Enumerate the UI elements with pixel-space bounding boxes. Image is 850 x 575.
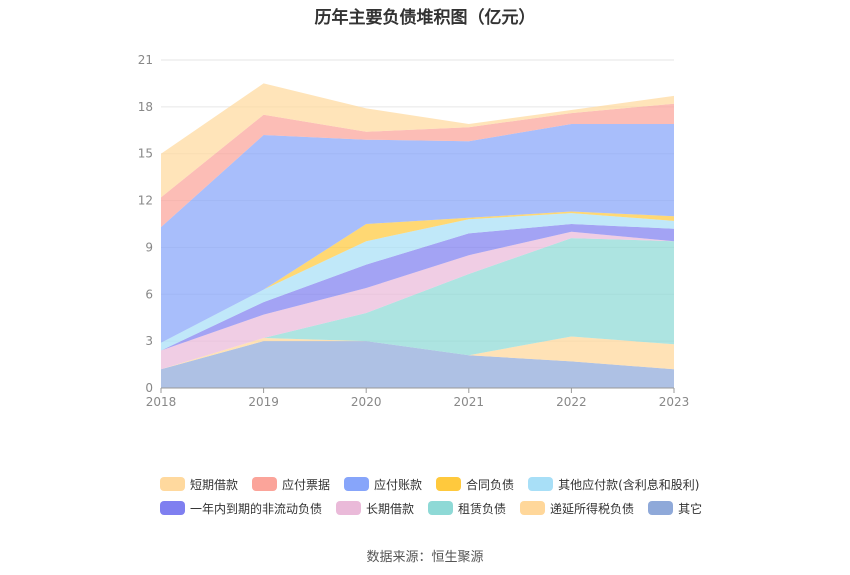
y-tick-label: 9 [145,240,153,254]
y-tick-label: 3 [145,334,153,348]
y-tick-label: 6 [145,287,153,301]
legend-label: 合同负债 [466,477,515,492]
area-series-9 [161,83,674,198]
area-series-8 [161,103,674,228]
legend-item[interactable]: 应付票据 [252,476,330,493]
x-tick-label: 2021 [454,395,485,409]
legend-item[interactable]: 长期借款 [336,500,414,517]
area-series-2 [161,238,674,370]
legend-label: 应付账款 [374,477,423,492]
x-tick-label: 2022 [556,395,587,409]
legend-swatch [528,477,554,491]
legend-swatch [428,501,454,515]
legend-item[interactable]: 递延所得税负债 [520,500,634,517]
legend-label: 递延所得税负债 [550,501,635,516]
x-tick-label: 2023 [659,395,690,409]
chart-legend: 短期借款 应付票据 应付账款 合同负债 其他应付款(含利息和股利) 一年内到期的非流动负… [160,472,720,520]
legend-label: 一年内到期的非流动负债 [190,501,323,516]
legend-swatch [648,501,674,515]
chart-title: 历年主要负债堆积图（亿元） [314,8,536,28]
y-tick-label: 12 [138,194,153,208]
legend-label: 应付票据 [282,477,331,492]
area-series-5 [161,213,674,351]
data-source: 数据来源：恒生聚源 [366,550,484,565]
x-tick-label: 2018 [146,395,177,409]
x-tick-label: 2020 [351,395,382,409]
legend-row: 一年内到期的非流动负债 长期借款 租赁负债 递延所得税负债 其它 [160,496,720,520]
y-tick-label: 18 [138,100,153,114]
legend-label: 短期借款 [190,477,239,492]
legend-label: 其他应付款(含利息和股利) [558,477,700,492]
legend-swatch [336,501,362,515]
legend-item[interactable]: 短期借款 [160,476,238,493]
legend-item[interactable]: 一年内到期的非流动负债 [160,500,322,517]
legend-item[interactable]: 其它 [648,500,702,517]
legend-swatch [436,477,462,491]
stacked-area-chart: 0 3 6 9 12 15 18 21 2018 2019 2020 2021 2022 2023 [138,53,690,409]
area-series-0 [161,341,674,388]
y-tick-label: 0 [145,381,153,395]
legend-swatch [160,477,185,491]
legend-swatch [252,477,278,491]
legend-swatch [344,477,370,491]
y-tick-label: 21 [138,53,153,67]
area-series-4 [161,224,674,351]
legend-swatch [520,501,546,515]
legend-item[interactable]: 合同负债 [436,476,514,493]
x-tick-label: 2019 [248,395,279,409]
legend-row: 短期借款 应付票据 应付账款 合同负债 其他应付款(含利息和股利) [160,472,720,496]
legend-item[interactable]: 应付账款 [344,476,422,493]
legend-item[interactable]: 其他应付款(含利息和股利) [528,476,699,493]
legend-label: 长期借款 [366,501,415,516]
legend-label: 其它 [678,501,703,516]
legend-label: 租赁负债 [458,501,507,516]
legend-item[interactable]: 租赁负债 [428,500,506,517]
area-series-1 [161,336,674,370]
area-series-7 [161,124,674,343]
y-tick-label: 15 [138,147,153,161]
legend-swatch [160,501,185,515]
